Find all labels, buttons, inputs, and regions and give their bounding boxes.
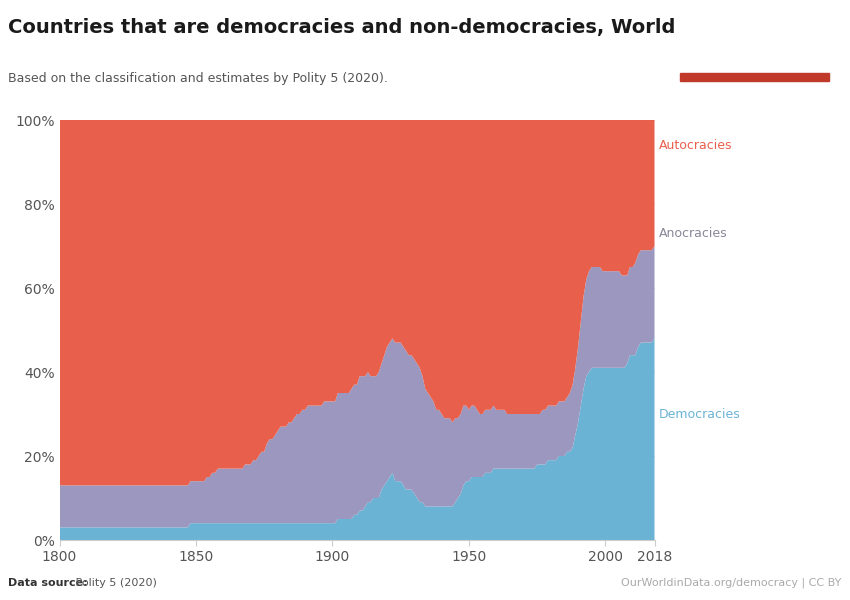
Text: Countries that are democracies and non-democracies, World: Countries that are democracies and non-d… <box>8 18 676 37</box>
Text: Based on the classification and estimates by Polity 5 (2020).: Based on the classification and estimate… <box>8 72 388 85</box>
Text: OurWorldinData.org/democracy | CC BY: OurWorldinData.org/democracy | CC BY <box>621 577 842 588</box>
Text: in Data: in Data <box>729 52 779 65</box>
Text: Data source:: Data source: <box>8 578 88 588</box>
Bar <box>680 73 829 81</box>
Text: Democracies: Democracies <box>659 407 740 421</box>
Text: Autocracies: Autocracies <box>659 139 732 152</box>
Text: Our World: Our World <box>719 34 790 47</box>
Text: Polity 5 (2020): Polity 5 (2020) <box>72 578 157 588</box>
Text: Anocracies: Anocracies <box>659 227 728 240</box>
